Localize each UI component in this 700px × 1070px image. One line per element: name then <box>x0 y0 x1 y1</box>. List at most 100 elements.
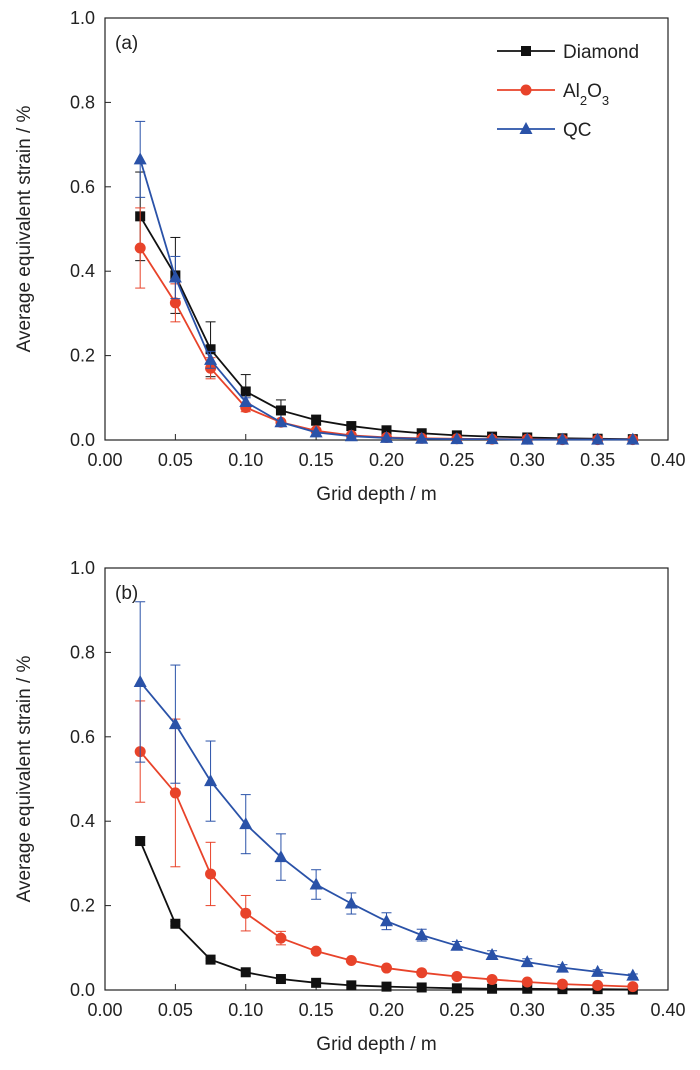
x-tick-label-a: 0.00 <box>87 450 122 470</box>
x-tick-label-b: 0.10 <box>228 1000 263 1020</box>
data-point <box>485 432 499 445</box>
data-point <box>451 970 463 982</box>
data-point <box>555 960 569 973</box>
data-point <box>168 270 182 283</box>
data-point <box>240 967 251 978</box>
x-tick-label-b: 0.15 <box>299 1000 334 1020</box>
legend-label-al2o3: Al2O3 <box>563 81 609 108</box>
data-point <box>450 938 464 951</box>
data-point <box>487 983 498 994</box>
data-point <box>275 932 287 944</box>
y-tick-label-b: 0.2 <box>70 896 95 916</box>
data-point <box>520 955 534 968</box>
data-point <box>591 432 605 445</box>
y-tick-label-a: 0.0 <box>70 430 95 450</box>
series-line <box>139 681 633 977</box>
data-point <box>239 395 253 408</box>
data-point <box>274 415 288 428</box>
x-tick-label-a: 0.30 <box>510 450 545 470</box>
data-point <box>415 431 429 444</box>
legend-label-qc: QC <box>563 120 592 141</box>
series-qc-a <box>133 120 640 445</box>
data-point <box>170 918 181 929</box>
data-point <box>133 152 147 165</box>
data-point <box>309 877 323 890</box>
data-point <box>485 947 499 960</box>
x-tick-label-b: 0.35 <box>580 1000 615 1020</box>
data-point <box>275 405 286 416</box>
legend: Diamond Al2O3 QC <box>497 42 639 141</box>
panel-label-a: (a) <box>115 33 138 54</box>
series-line <box>139 247 633 441</box>
data-point <box>204 774 218 787</box>
x-tick-label-b: 0.40 <box>650 1000 685 1020</box>
data-point <box>451 983 462 994</box>
data-point <box>133 674 147 687</box>
data-point <box>204 352 218 365</box>
x-tick-label-a: 0.15 <box>299 450 334 470</box>
y-tick-label-a: 0.4 <box>70 261 95 281</box>
data-point <box>346 980 357 991</box>
data-point <box>521 976 533 988</box>
plot-frame-a <box>104 17 669 441</box>
x-axis-label-a: Grid depth / m <box>316 484 436 505</box>
series-line <box>139 159 633 441</box>
data-point <box>381 962 392 974</box>
x-tick-label-b: 0.20 <box>369 1000 404 1020</box>
data-point <box>205 954 216 965</box>
series-diamond-a <box>135 171 638 445</box>
legend-marker-diamond <box>521 46 531 56</box>
data-point <box>520 432 534 445</box>
data-point <box>345 954 357 966</box>
data-point <box>240 386 251 397</box>
y-tick-label-a: 0.6 <box>70 177 95 197</box>
x-axis-label-b: Grid depth / m <box>316 1034 436 1055</box>
data-point <box>416 982 427 993</box>
y-tick-label-b: 0.4 <box>70 811 95 831</box>
data-point <box>239 817 253 830</box>
data-point <box>310 945 322 957</box>
data-point <box>168 717 182 730</box>
panel-a: 0.00 0.05 0.10 0.15 0.20 0.25 0.30 0.35 0.40 0.0 0… <box>14 8 686 505</box>
y-tick-label-b: 0.6 <box>70 727 95 747</box>
data-point <box>380 914 393 927</box>
data-point <box>592 979 604 991</box>
data-point <box>556 978 568 990</box>
data-point <box>274 850 288 863</box>
series-line <box>139 215 633 441</box>
data-point <box>134 242 146 254</box>
data-point <box>380 430 393 443</box>
x-tick-label-a: 0.10 <box>228 450 263 470</box>
data-point <box>627 981 639 993</box>
data-point <box>346 421 357 432</box>
y-axis-label-b: Average equivalent strain / % <box>14 655 35 902</box>
data-point <box>311 977 322 988</box>
data-point <box>626 432 640 445</box>
data-point <box>205 868 217 880</box>
data-point <box>381 981 392 992</box>
data-point <box>309 425 323 438</box>
x-tick-label-a: 0.25 <box>439 450 474 470</box>
data-point <box>591 964 605 977</box>
data-point <box>311 415 322 426</box>
y-tick-label-b: 0.8 <box>70 642 95 662</box>
x-tick-label-a: 0.35 <box>580 450 615 470</box>
legend-marker-qc <box>519 122 533 134</box>
y-axis-label-a: Average equivalent strain / % <box>14 105 35 352</box>
legend-label-diamond: Diamond <box>563 42 639 63</box>
data-point <box>381 425 392 436</box>
series-al2o3-b <box>134 700 639 993</box>
panel-label-b: (b) <box>115 583 138 604</box>
panel-b: 0.00 0.05 0.10 0.15 0.20 0.25 0.30 0.35 0.40 0.0 0… <box>14 558 686 1055</box>
y-tick-label-b: 1.0 <box>70 558 95 578</box>
data-point <box>135 836 146 847</box>
y-tick-label-a: 0.2 <box>70 346 95 366</box>
data-point <box>169 787 181 799</box>
x-tick-label-b: 0.00 <box>87 1000 122 1020</box>
data-point <box>486 973 498 985</box>
data-point <box>626 968 640 981</box>
x-tick-label-a: 0.05 <box>158 450 193 470</box>
y-tick-label-a: 0.8 <box>70 92 95 112</box>
legend-marker-al2o3 <box>520 84 532 96</box>
